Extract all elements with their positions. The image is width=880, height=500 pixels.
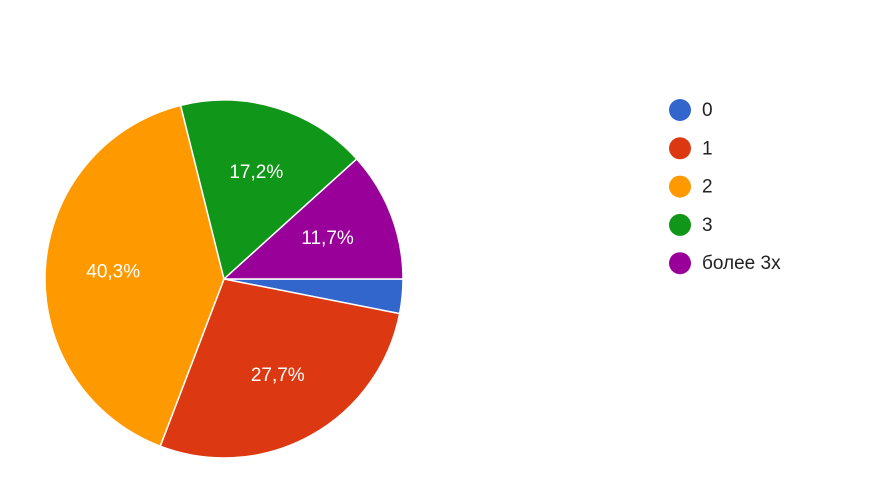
legend-label: 1 (702, 138, 713, 159)
legend-label: более 3х (702, 253, 781, 274)
slice-label: 27,7% (251, 365, 305, 386)
legend-swatch (669, 175, 691, 198)
legend-swatch (669, 213, 691, 236)
legend-swatch (669, 137, 691, 160)
pie-slice (44, 104, 225, 448)
slice-label: 11,7% (301, 228, 354, 249)
pie-slice (159, 278, 401, 459)
pie-slice (179, 99, 358, 281)
legend-label: 3 (702, 215, 713, 236)
slice-label: 17,2% (229, 162, 283, 183)
legend-swatch (669, 99, 691, 121)
pie-slice (222, 157, 404, 280)
legend-label: 0 (702, 100, 713, 121)
legend-swatch (669, 252, 691, 275)
slice-label: 40,3% (86, 261, 140, 282)
legend-label: 2 (702, 177, 713, 198)
